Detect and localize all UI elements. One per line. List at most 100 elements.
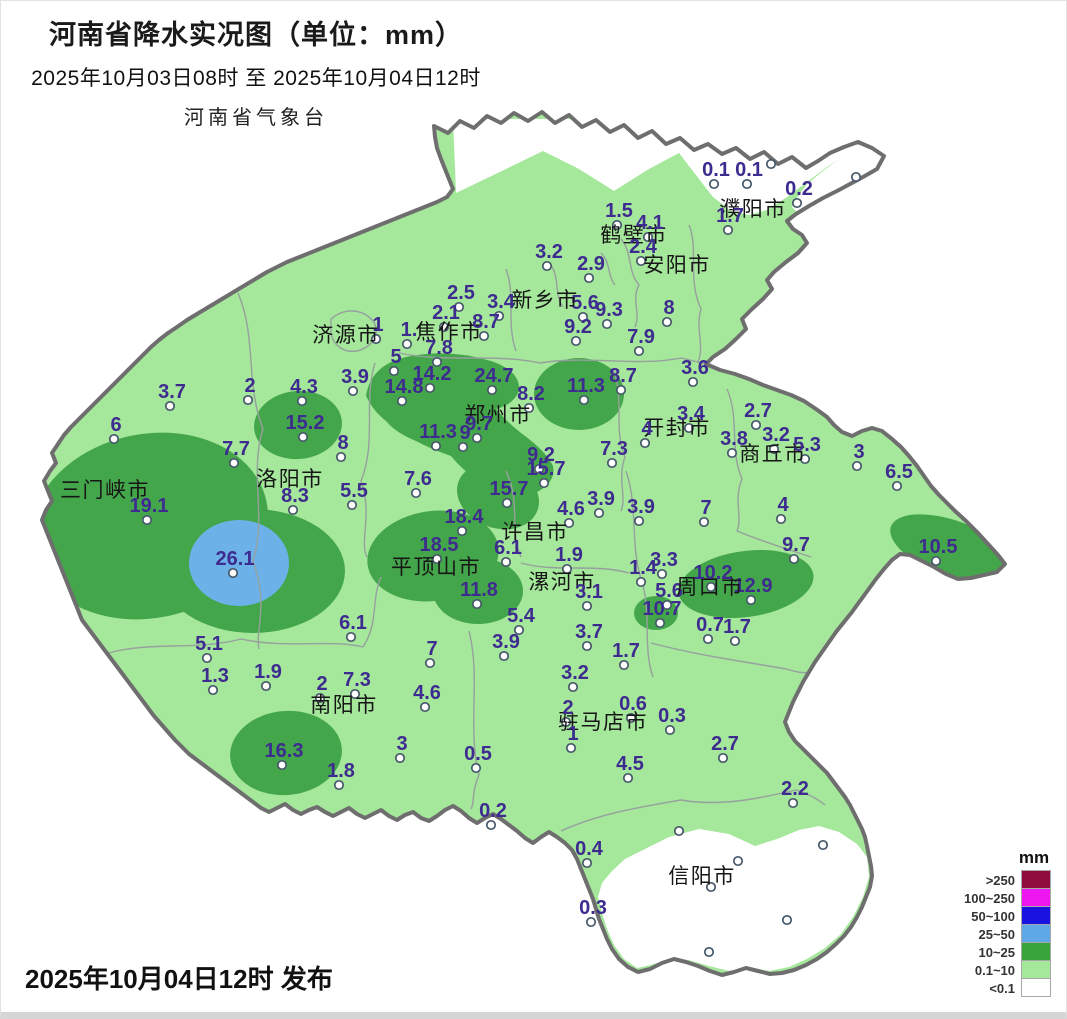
legend-swatch [1021,870,1051,889]
station-marker [242,394,254,406]
station-value: 0.4 [575,838,604,860]
station-value: 11.3 [419,421,457,443]
station-value: 4.6 [557,498,585,520]
station-value: 1.7 [723,616,751,638]
station-marker [585,916,597,928]
station-marker [708,178,720,190]
station-marker [430,440,442,452]
station-value: 9 [459,422,470,444]
station-value: 8 [337,432,348,454]
station-marker [717,752,729,764]
city-label: 平顶山市 [391,556,481,579]
station-marker [228,457,240,469]
legend-row: 25~50 [964,924,1051,943]
station-marker [765,158,777,170]
station-value: 3.9 [341,366,369,388]
station-marker [314,692,326,704]
station-marker [787,797,799,809]
station-marker [388,365,400,377]
station-value: 16.3 [265,740,304,762]
station-value: 18.4 [445,506,485,528]
city-label: 焦作市 [415,321,483,344]
station-marker [297,431,309,443]
station-value: 9.7 [782,534,810,556]
station-value: 15.7 [527,458,566,480]
station-marker [788,553,800,565]
station-value: 4.3 [290,376,318,398]
station-value: 0.1 [735,159,763,181]
station-value: 5.6 [655,580,683,602]
station-value: 0.5 [464,743,492,765]
station-marker [702,633,714,645]
station-value: 1 [372,314,383,336]
station-marker [635,576,647,588]
city-label: 三门峡市 [60,479,150,502]
station-marker [581,857,593,869]
station-marker [296,395,308,407]
station-marker [424,382,436,394]
station-marker [642,231,654,243]
station-value: 1 [567,723,578,745]
station-marker [635,255,647,267]
city-label: 漯河市 [528,571,596,594]
station-value: 2.5 [447,282,475,304]
station-value: 10.7 [643,598,682,620]
station-value: 7.3 [343,669,371,691]
station-marker [513,624,525,636]
station-value: 5.3 [793,434,821,456]
station-value: 15.7 [490,478,529,500]
station-value: 3.4 [677,403,706,425]
station-marker [622,772,634,784]
station-value: 0.2 [479,800,507,822]
city-label: 南阳市 [310,694,378,717]
station-value: 0.6 [619,693,647,715]
station-value: 15.2 [286,412,325,434]
page-title: 河南省降水实况图（单位：mm） [48,20,463,50]
station-values-under: 5.6 5.6 12.9 [571,292,772,602]
legend-label: 50~100 [971,908,1015,924]
station-marker [227,567,239,579]
station-value: 1.3 [201,665,229,687]
station-marker [333,779,345,791]
city-label: 郑州市 [464,404,532,427]
station-value: 1.9 [254,661,282,683]
station-value: 19.1 [130,495,169,517]
station-marker [618,659,630,671]
station-marker [732,855,744,867]
station-value: 8.7 [609,365,637,387]
city-boundaries [108,224,826,832]
station-value: 7 [700,497,711,519]
legend-row: 100~250 [964,888,1051,907]
station-marker [485,819,497,831]
city-label: 信阳市 [668,865,736,888]
legend-row: >250 [964,870,1051,889]
station-value: 3.2 [561,662,589,684]
station-marker [703,946,715,958]
station-value: 10.5 [919,536,958,558]
city-label: 商丘市 [739,443,807,466]
station-marker [729,635,741,647]
station-marker [601,318,613,330]
station-marker [581,600,593,612]
station-value: 7.3 [600,438,628,460]
station-marker [567,681,579,693]
legend-row: 0.1~10 [964,960,1051,979]
station-marker [593,507,605,519]
legend-row: <0.1 [964,978,1051,997]
city-label: 安阳市 [643,254,711,277]
city-label: 驻马店市 [558,711,648,734]
station-marker [615,384,627,396]
station-marker [705,581,717,593]
station-marker [673,825,685,837]
station-value: 1.9 [555,544,583,566]
city-label: 新乡市 [511,289,579,312]
station-marker [493,310,505,322]
station-value: 1.7 [612,640,640,662]
station-value: 2.9 [577,253,605,275]
station-marker [656,568,668,580]
station-value: 4.5 [616,753,644,775]
station-value: 2 [316,673,327,695]
station-value: 9.2 [564,316,592,338]
